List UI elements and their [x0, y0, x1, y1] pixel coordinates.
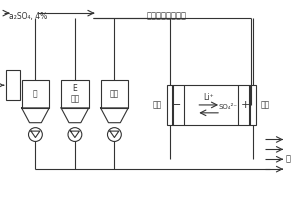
Text: 稀液: 稀液: [110, 90, 119, 99]
Text: −: −: [172, 100, 181, 110]
FancyBboxPatch shape: [61, 80, 89, 108]
FancyBboxPatch shape: [6, 70, 20, 100]
Text: E
冲洗: E 冲洗: [70, 84, 80, 104]
FancyBboxPatch shape: [167, 85, 256, 125]
Text: 笔: 笔: [33, 90, 38, 99]
Text: +: +: [241, 100, 250, 110]
Text: 水: 水: [285, 155, 290, 164]
Text: 阳极: 阳极: [260, 100, 270, 109]
Text: a₂SO₄, 4%: a₂SO₄, 4%: [9, 12, 47, 21]
Text: SO₄²⁻: SO₄²⁻: [218, 104, 238, 110]
Text: 阴极: 阴极: [152, 100, 162, 109]
Text: Li⁺: Li⁺: [203, 93, 214, 102]
FancyBboxPatch shape: [100, 80, 128, 108]
FancyBboxPatch shape: [22, 80, 49, 108]
Text: 水溶液，包含离子: 水溶液，包含离子: [147, 12, 187, 21]
